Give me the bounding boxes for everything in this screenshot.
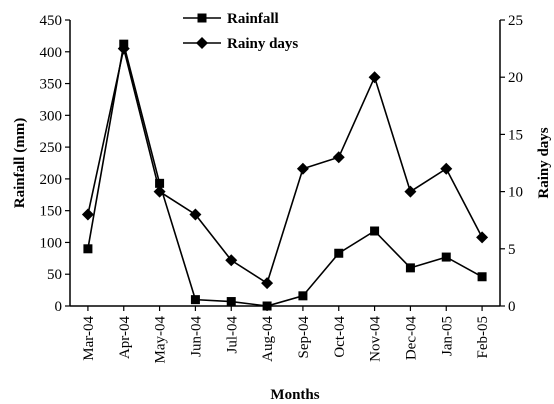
x-axis-title: Months — [270, 387, 319, 403]
rainfall-point — [155, 178, 165, 188]
rainfall-point — [226, 297, 236, 307]
x-tick-label: Nov-04 — [368, 316, 384, 362]
x-tick-label: Jun-04 — [188, 316, 204, 357]
rainy-days-point — [332, 151, 345, 164]
left-tick-label: 250 — [40, 140, 63, 156]
legend-marker-diamond — [196, 37, 208, 49]
rainfall-point — [190, 295, 200, 305]
rainy-days-point — [440, 162, 453, 175]
rainfall-point — [298, 291, 308, 301]
y2-axis-title: Rainy days — [536, 127, 552, 198]
right-tick-label: 25 — [508, 13, 523, 29]
legend-marker-square — [197, 13, 207, 23]
series-line-2 — [87, 48, 483, 285]
left-tick-label: 450 — [40, 13, 63, 29]
left-y-axis: 0 50 100 150 200 250 300 350 400 450 — [40, 13, 71, 315]
rainy-days-point — [296, 162, 309, 175]
rainy-days-point — [81, 208, 94, 221]
right-tick-label: 10 — [508, 185, 523, 201]
right-tick-label: 0 — [508, 299, 516, 315]
left-tick-label: 100 — [40, 235, 63, 251]
rainy-days-point — [225, 254, 238, 267]
series-line-1 — [87, 43, 483, 307]
left-tick-label: 200 — [40, 172, 63, 188]
rainy-days-point — [261, 277, 274, 290]
x-tick-label: Jul-04 — [224, 316, 240, 354]
left-tick-label: 50 — [47, 267, 62, 283]
left-tick-label: 300 — [40, 108, 63, 124]
x-tick-label: Dec-04 — [403, 316, 419, 361]
rainfall-point — [477, 272, 487, 282]
rainfall-point — [370, 226, 380, 236]
rainfall-point — [441, 252, 451, 262]
right-y-axis: 0 5 10 15 20 25 — [499, 13, 523, 315]
x-tick-label: Feb-05 — [475, 316, 491, 359]
legend-label: Rainfall — [227, 11, 279, 27]
left-tick-label: 350 — [40, 77, 63, 93]
legend-label: Rainy days — [227, 36, 298, 52]
left-tick-label: 400 — [40, 45, 63, 61]
plot-area — [81, 39, 489, 311]
x-axis: Mar-04 Apr-04 May-04 Jun-04 Jul-04 Aug-04 Sep-… — [70, 305, 500, 364]
x-tick-label: Sep-04 — [296, 316, 312, 359]
legend: Rainfall Rainy days — [183, 11, 298, 52]
x-tick-label: Apr-04 — [117, 316, 133, 360]
right-tick-label: 20 — [508, 70, 523, 86]
x-tick-label: May-04 — [153, 316, 169, 364]
x-tick-label: Mar-04 — [81, 316, 97, 361]
rainfall-point — [334, 248, 344, 258]
right-tick-label: 5 — [508, 242, 516, 258]
rainfall-point — [262, 301, 272, 311]
y-axis-title: Rainfall (mm) — [12, 118, 28, 208]
rainy-days-point — [153, 185, 166, 198]
rainy-days-point — [117, 42, 130, 55]
rainy-days-point — [476, 231, 489, 244]
rainy-days-point — [189, 208, 202, 221]
right-tick-label: 15 — [508, 127, 523, 143]
rainy-days-point — [404, 185, 417, 198]
rainfall-point — [405, 263, 415, 273]
x-tick-label: Jan-05 — [439, 316, 455, 356]
left-tick-label: 150 — [40, 204, 63, 220]
x-tick-label: Oct-04 — [332, 316, 348, 358]
x-tick-label: Aug-04 — [260, 316, 276, 362]
rainfall-point — [83, 244, 93, 254]
rainy-days-point — [368, 71, 381, 84]
left-tick-label: 0 — [55, 299, 63, 315]
